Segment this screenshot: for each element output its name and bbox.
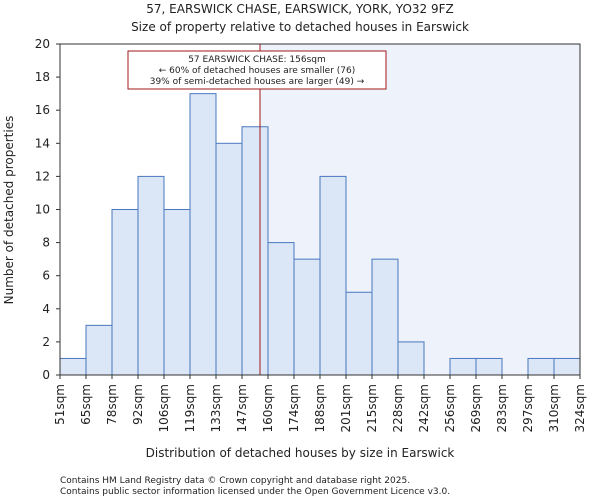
plot-area: 0 2 4 6 8 10 12 14 16 18 20 51sqm 65sqm 78sqm 92sqm 10…: [35, 37, 587, 432]
x-tick-label: 215sqm: [365, 384, 379, 432]
bar-65sqm: [85, 324, 113, 376]
bar-269sqm: [475, 357, 503, 376]
bar-133sqm: [215, 142, 243, 376]
chart-subtitle: Size of property relative to detached ho…: [131, 20, 469, 34]
bar-215sqm: [371, 258, 399, 376]
x-tick-label: 297sqm: [521, 384, 535, 432]
bar-119sqm: [189, 93, 217, 376]
x-tick-label: 310sqm: [547, 384, 561, 432]
x-tick-label: 160sqm: [261, 384, 275, 432]
x-tick-label: 228sqm: [391, 384, 405, 432]
bar-51sqm: [59, 357, 87, 376]
x-tick-label: 119sqm: [183, 384, 197, 432]
y-tick-label: 18: [35, 70, 50, 84]
x-tick-label: 78sqm: [105, 384, 119, 425]
annotation-line-2: ← 60% of detached houses are smaller (76…: [159, 66, 356, 76]
bar-78sqm: [111, 209, 139, 376]
bar-160sqm: [267, 242, 295, 376]
y-tick-label: 10: [35, 203, 50, 217]
y-tick-label: 0: [42, 368, 50, 382]
annotation-line-3: 39% of semi-detached houses are larger (…: [150, 77, 365, 87]
x-tick-label: 147sqm: [235, 384, 249, 432]
x-tick-label: 256sqm: [443, 384, 457, 432]
footer-line-2: Contains public sector information licen…: [60, 487, 450, 497]
annotation-box: 57 EARSWICK CHASE: 156sqm ← 60% of detac…: [127, 50, 387, 90]
annotation-frame: [127, 50, 387, 90]
y-axis-label: Number of detached properties: [2, 116, 16, 305]
x-axis-ticks: 51sqm 65sqm 78sqm 92sqm 106sqm 119sqm 133sqm 14…: [53, 375, 587, 432]
annotation-line-1: 57 EARSWICK CHASE: 156sqm: [188, 55, 326, 65]
x-axis-label: Distribution of detached houses by size …: [146, 446, 455, 460]
bar-174sqm: [293, 258, 321, 376]
x-tick-label: 174sqm: [287, 384, 301, 432]
footer-line-1: Contains HM Land Registry data © Crown c…: [60, 476, 410, 486]
y-tick-label: 2: [42, 335, 50, 349]
y-tick-label: 8: [42, 236, 50, 250]
y-tick-label: 16: [35, 103, 50, 117]
x-tick-label: 92sqm: [131, 384, 145, 425]
bar-228sqm: [397, 341, 425, 376]
bar-297sqm: [527, 357, 555, 376]
bar-106sqm: [163, 209, 191, 376]
bar-188sqm: [319, 175, 347, 376]
x-tick-label: 133sqm: [209, 384, 223, 432]
bar-310sqm: [553, 357, 581, 376]
chart-title: 57, EARSWICK CHASE, EARSWICK, YORK, YO32…: [146, 2, 454, 16]
bar-147sqm: [241, 126, 269, 376]
x-tick-label: 201sqm: [339, 384, 353, 432]
y-tick-label: 14: [35, 136, 50, 150]
x-tick-label: 51sqm: [53, 384, 67, 425]
x-tick-label: 324sqm: [573, 384, 587, 432]
bar-201sqm: [345, 291, 373, 376]
x-tick-label: 283sqm: [495, 384, 509, 432]
x-tick-label: 188sqm: [313, 384, 327, 432]
bar-256sqm: [449, 357, 477, 376]
y-tick-label: 6: [42, 269, 50, 283]
bar-92sqm: [137, 175, 165, 376]
x-tick-label: 242sqm: [417, 384, 431, 432]
y-tick-label: 20: [35, 37, 50, 51]
x-tick-label: 269sqm: [469, 384, 483, 432]
y-tick-label: 12: [35, 169, 50, 183]
x-tick-label: 106sqm: [157, 384, 171, 432]
x-tick-label: 65sqm: [79, 384, 93, 425]
bars: [59, 93, 581, 376]
y-axis-ticks: 0 2 4 6 8 10 12 14 16 18 20: [35, 37, 60, 382]
y-tick-label: 4: [42, 302, 50, 316]
